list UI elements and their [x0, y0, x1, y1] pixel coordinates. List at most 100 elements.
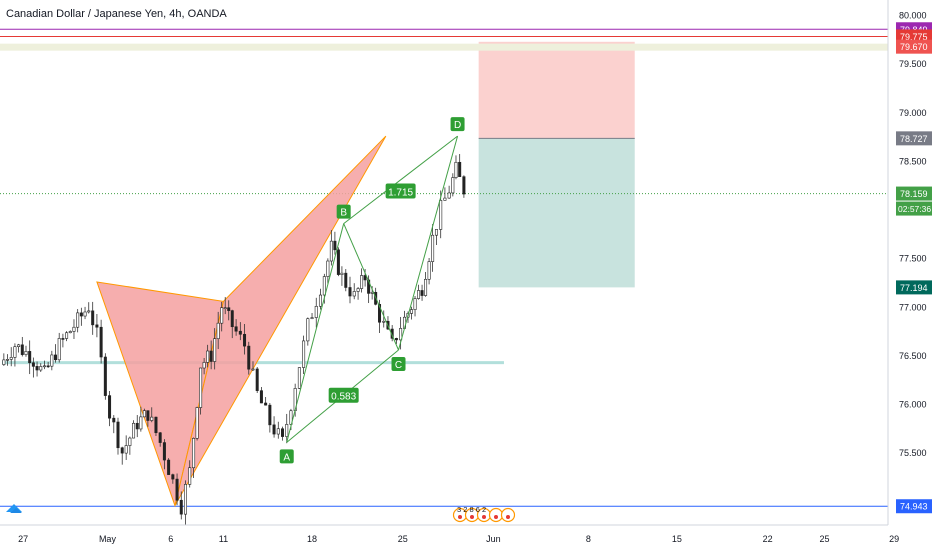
- time-tick-label: 18: [307, 534, 317, 544]
- candle-body: [378, 304, 382, 323]
- point-C-badge[interactable]: [391, 357, 406, 371]
- candle-body: [454, 161, 458, 178]
- candle-body: [108, 395, 112, 419]
- candle-body: [158, 432, 162, 443]
- candle-body: [31, 362, 35, 367]
- point-D-badge[interactable]: [450, 117, 465, 132]
- candle-body: [79, 312, 83, 317]
- candle-body: [35, 366, 39, 371]
- time-tick-label: 6: [168, 534, 173, 544]
- candle-body: [167, 459, 171, 475]
- price-label-text-6: 74.943: [900, 502, 928, 512]
- ratio-label-1: 1.715: [388, 188, 413, 199]
- candle-body: [68, 331, 72, 334]
- candle-body: [61, 338, 65, 340]
- price-tick-label: 80.000: [899, 11, 927, 21]
- candle-body: [363, 275, 367, 281]
- candle-body: [179, 499, 183, 515]
- candle-body: [413, 298, 417, 310]
- xabcd-leg-cd: [398, 135, 459, 351]
- candle-body: [76, 312, 80, 328]
- candle-body: [154, 416, 158, 434]
- stop-loss-zone[interactable]: [478, 41, 635, 139]
- xabcd-pattern[interactable]: A B C D 0.583 1.715: [279, 117, 465, 464]
- candle-body: [297, 367, 301, 389]
- ratio-badge-1[interactable]: [385, 183, 416, 199]
- point-A-label: A: [283, 452, 290, 463]
- position-tool[interactable]: [478, 41, 635, 288]
- candle-body: [326, 260, 330, 277]
- candle-body: [54, 354, 58, 361]
- candle-body: [202, 362, 206, 369]
- ratio-badge-0[interactable]: [328, 387, 359, 403]
- candle-body: [434, 229, 438, 236]
- take-profit-zone[interactable]: [478, 138, 635, 288]
- candle-body: [322, 276, 326, 296]
- event-dot: [458, 515, 462, 519]
- candle-body: [410, 309, 414, 314]
- event-dot: [482, 515, 486, 519]
- countdown-badge: [896, 201, 932, 216]
- candle-body: [2, 359, 6, 365]
- candle-body: [87, 310, 91, 313]
- price-tick-label: 78.500: [899, 156, 927, 166]
- price-label-badge-4: [896, 186, 932, 201]
- time-tick-label: 15: [672, 534, 682, 544]
- candle-body: [17, 344, 21, 347]
- candle-body: [451, 177, 455, 194]
- candle-body: [370, 291, 374, 294]
- candle-body: [116, 421, 120, 449]
- price-label-text-4: 78.159: [900, 189, 928, 199]
- candle-body: [83, 311, 87, 317]
- candle-body: [128, 437, 132, 446]
- candle-body: [139, 416, 143, 430]
- candle-body: [24, 351, 28, 355]
- point-B-badge[interactable]: [336, 204, 351, 219]
- candle-body: [162, 442, 166, 461]
- candle-body: [220, 307, 224, 324]
- candle-body: [213, 338, 217, 362]
- resistance-band: [0, 43, 888, 51]
- price-tick-label: 77.000: [899, 302, 927, 312]
- price-label-badge-6: [896, 499, 932, 514]
- time-tick-label: 27: [18, 534, 28, 544]
- events-markers[interactable]: 3 2 8 6 2: [452, 505, 516, 523]
- candle-body: [255, 368, 259, 391]
- candle-body: [333, 240, 337, 251]
- time-tick-label: 25: [398, 534, 408, 544]
- candle-body: [209, 350, 213, 362]
- candle-body: [272, 424, 276, 435]
- price-label-text-2: 79.670: [900, 42, 928, 52]
- candle-body: [247, 345, 251, 370]
- countdown-text: 02:57:36: [898, 204, 931, 214]
- candle-body: [103, 356, 107, 396]
- candle-body: [352, 291, 356, 297]
- time-tick-label: Jun: [486, 534, 501, 544]
- time-tick-label: 8: [586, 534, 591, 544]
- candle-body: [458, 161, 462, 177]
- price-tick-label: 77.500: [899, 254, 927, 264]
- candle-body: [243, 333, 247, 347]
- candle-body: [420, 290, 424, 296]
- candle-body: [188, 467, 192, 485]
- time-axis[interactable]: 27 May 6 11 18 25 Jun 8 15 22 25 29: [0, 524, 899, 544]
- tradingview-logo-icon[interactable]: [6, 504, 22, 513]
- events-count-label: 3 2 8 6 2: [457, 505, 486, 514]
- candle-body: [336, 249, 340, 275]
- price-tick-label: 76.500: [899, 351, 927, 361]
- price-tick-label: 79.000: [899, 108, 927, 118]
- price-axis[interactable]: 80.00079.50079.00078.50078.00077.50077.0…: [887, 0, 932, 525]
- candle-body: [46, 365, 50, 368]
- candle-body: [28, 351, 32, 364]
- candle-body: [120, 447, 124, 454]
- price-tick-label: 75.500: [899, 448, 927, 458]
- candle-body: [281, 428, 285, 437]
- candle-body: [6, 359, 10, 361]
- candle-body: [285, 424, 289, 437]
- time-tick-label: 25: [820, 534, 830, 544]
- point-A-badge[interactable]: [279, 449, 294, 464]
- candle-body: [344, 272, 348, 288]
